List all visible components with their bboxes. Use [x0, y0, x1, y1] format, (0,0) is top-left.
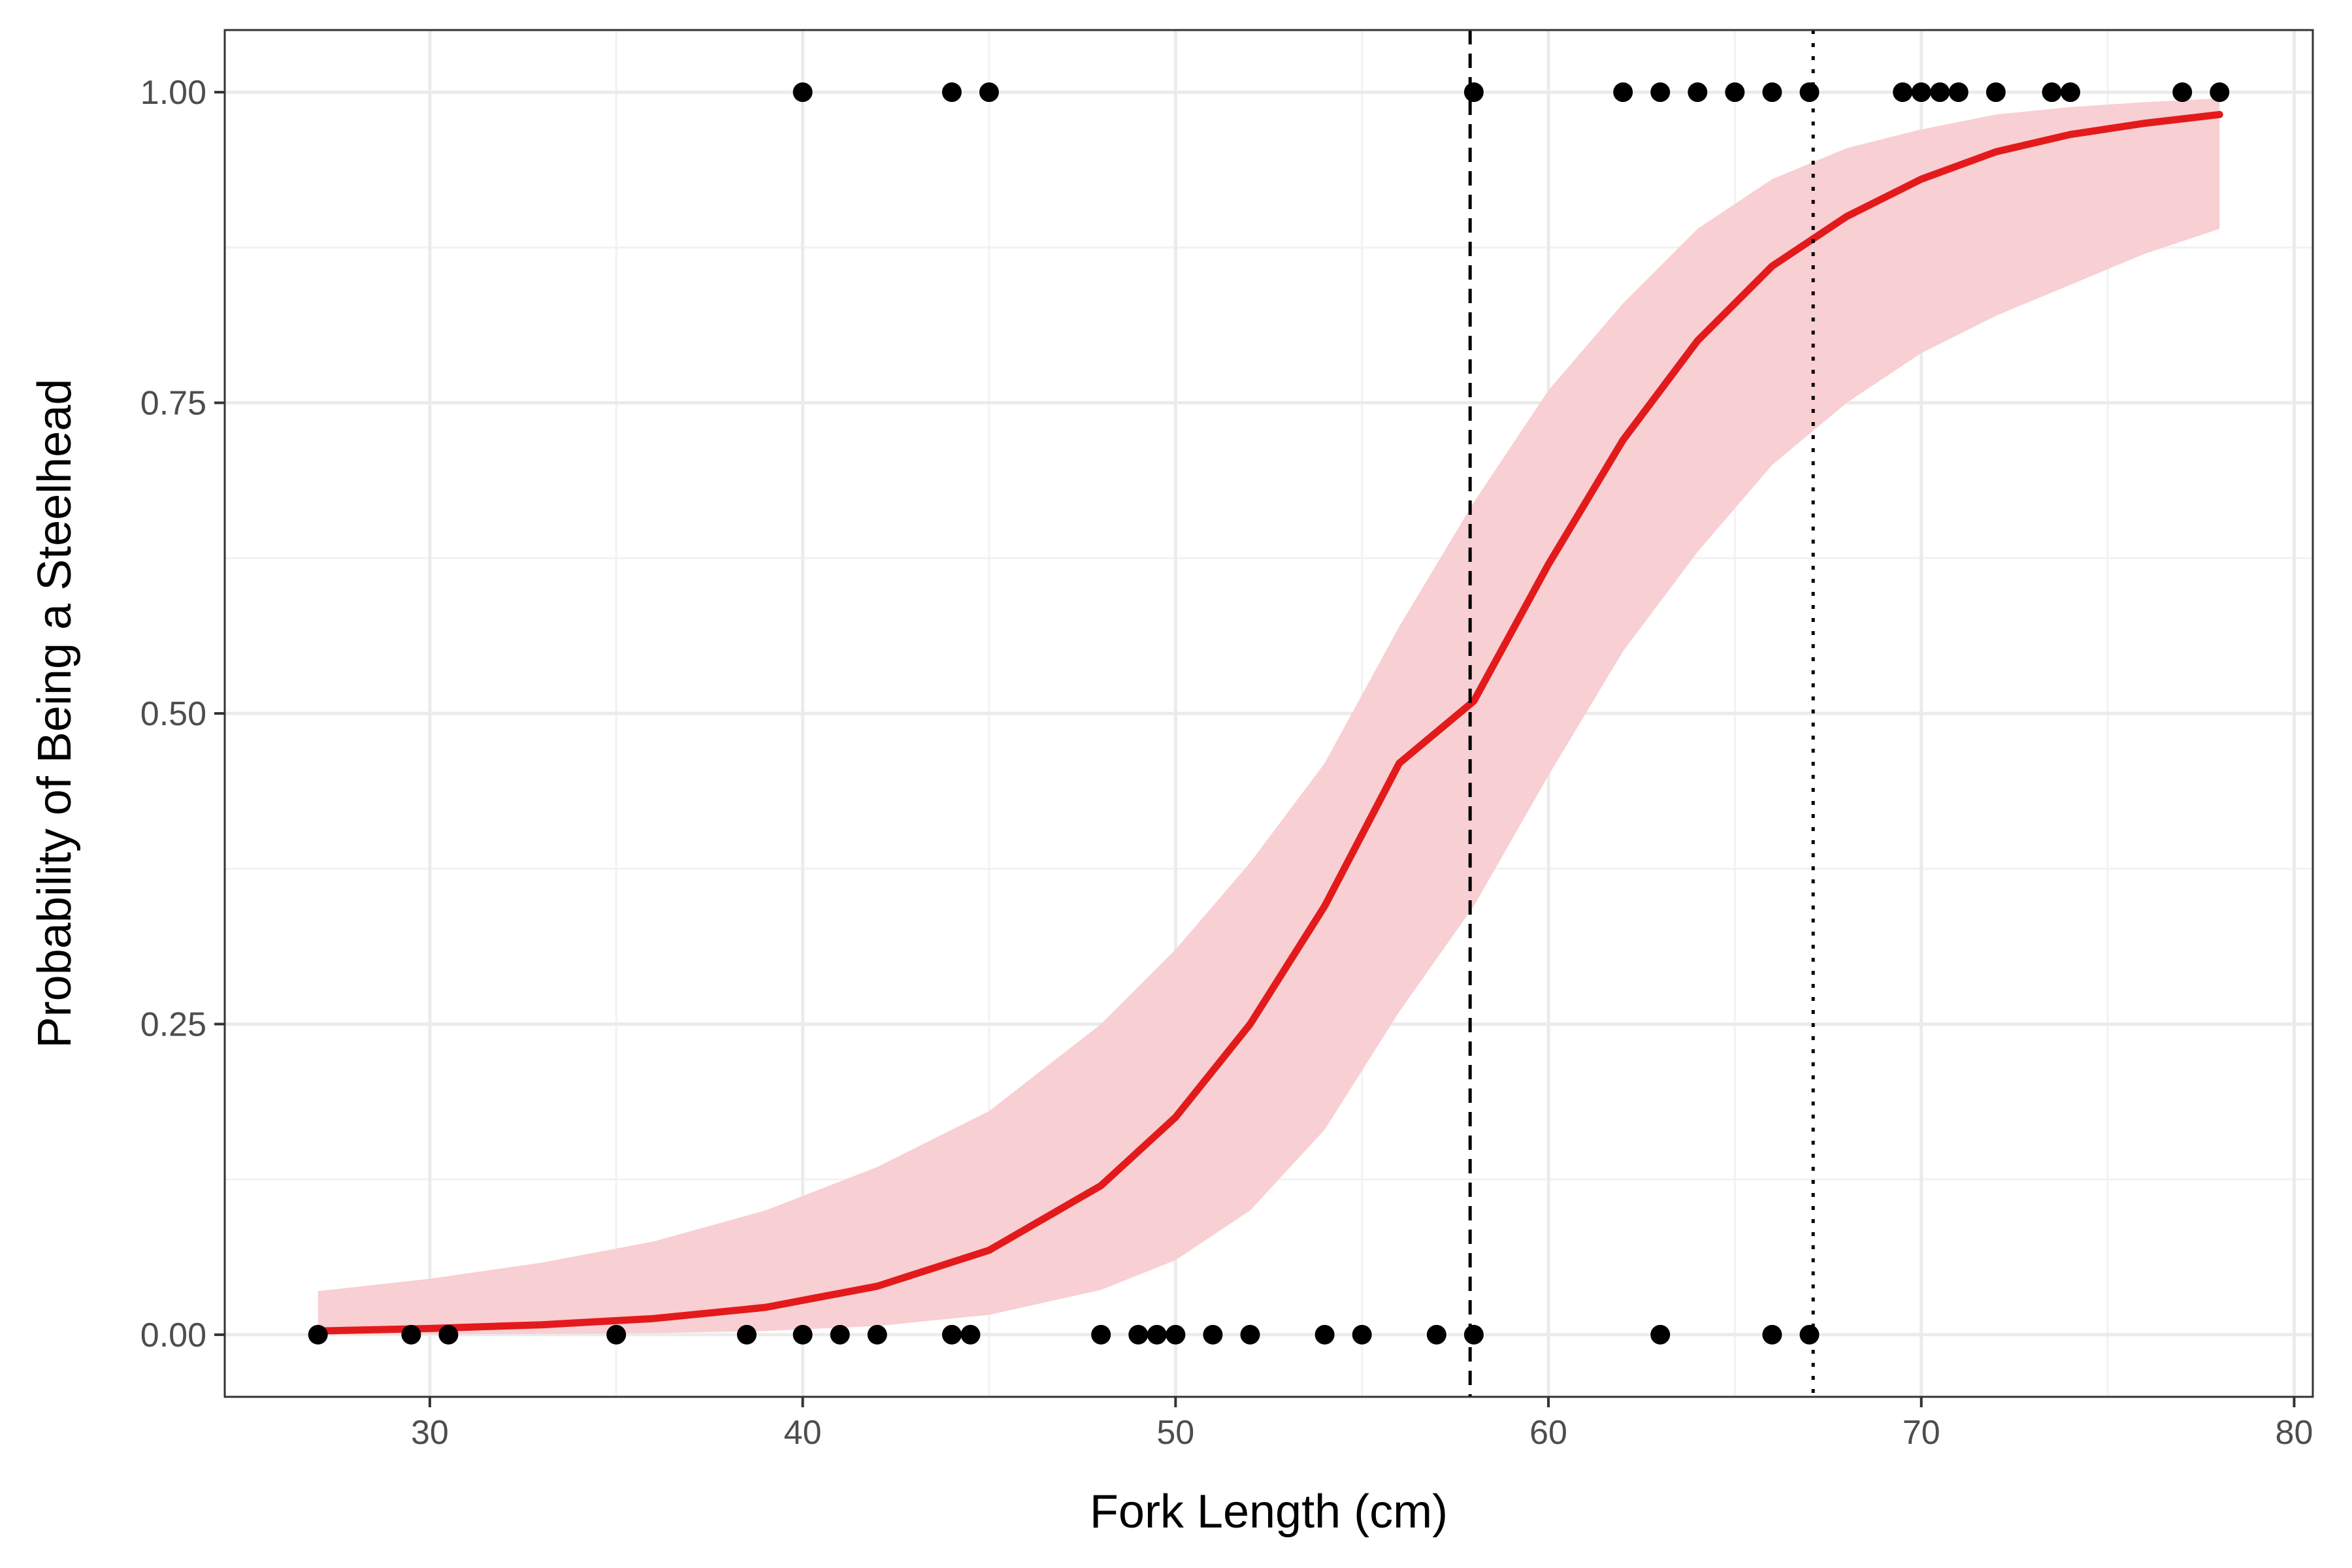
- data-point: [606, 1324, 627, 1345]
- data-point: [867, 1324, 887, 1345]
- data-point: [308, 1324, 328, 1345]
- data-point: [1128, 1324, 1149, 1345]
- data-point: [1911, 82, 1931, 103]
- y-tick-label: 0.50: [140, 695, 206, 733]
- data-point: [1948, 82, 1968, 103]
- data-point: [1650, 82, 1671, 103]
- fitted-curve: [314, 110, 2223, 1335]
- data-point: [1893, 82, 1913, 103]
- confidence-band-layer: [318, 98, 2220, 1335]
- data-point: [2210, 82, 2230, 103]
- x-tick-label: 80: [2276, 1414, 2313, 1452]
- data-point: [1203, 1324, 1223, 1345]
- x-axis: 30 40 50 60 70 80: [411, 1397, 2313, 1452]
- data-point: [1762, 1324, 1782, 1345]
- x-tick-label: 60: [1529, 1414, 1567, 1452]
- data-point: [1352, 1324, 1372, 1345]
- data-points: [308, 82, 2230, 1345]
- data-point: [1147, 1324, 1167, 1345]
- data-point: [830, 1324, 850, 1345]
- data-point: [438, 1324, 459, 1345]
- y-tick-label: 1.00: [140, 74, 206, 112]
- fit-line-layer: [314, 110, 2223, 1335]
- y-tick-label: 0.00: [140, 1316, 206, 1354]
- data-point: [2042, 82, 2062, 103]
- plot-panel: [223, 29, 2314, 1398]
- data-point: [737, 1324, 757, 1345]
- y-axis-title: Probability of Being a Steelhead: [29, 379, 81, 1049]
- reference-lines: [1468, 30, 1815, 1397]
- data-point: [1613, 82, 1633, 103]
- data-point: [1688, 82, 1708, 103]
- y-axis: 0.00 0.25 0.50 0.75 1.00: [140, 74, 225, 1354]
- data-point: [1725, 82, 1745, 103]
- data-point: [979, 82, 999, 103]
- data-point: [2172, 82, 2193, 103]
- data-point: [792, 82, 813, 103]
- data-point: [960, 1324, 981, 1345]
- data-point: [1650, 1324, 1671, 1345]
- data-point: [1315, 1324, 1335, 1345]
- data-point: [1799, 82, 1820, 103]
- data-point: [1463, 82, 1484, 103]
- y-tick-label: 0.25: [140, 1005, 206, 1043]
- data-point: [1426, 1324, 1446, 1345]
- data-point: [2061, 82, 2081, 103]
- data-point: [1091, 1324, 1111, 1345]
- data-point: [1762, 82, 1782, 103]
- data-point: [792, 1324, 813, 1345]
- data-point: [1463, 1324, 1484, 1345]
- x-tick-label: 30: [411, 1414, 449, 1452]
- data-point: [1166, 1324, 1186, 1345]
- data-point: [1985, 82, 2006, 103]
- data-point: [1799, 1324, 1820, 1345]
- x-tick-label: 70: [1903, 1414, 1940, 1452]
- x-axis-title: Fork Length (cm): [1090, 1486, 1448, 1538]
- x-tick-label: 50: [1156, 1414, 1194, 1452]
- data-point: [941, 1324, 962, 1345]
- x-tick-label: 40: [784, 1414, 822, 1452]
- data-point: [941, 82, 962, 103]
- confidence-band: [318, 98, 2220, 1335]
- data-point: [401, 1324, 421, 1345]
- y-tick-label: 0.75: [140, 385, 206, 423]
- data-point: [1240, 1324, 1260, 1345]
- data-point: [1930, 82, 1950, 103]
